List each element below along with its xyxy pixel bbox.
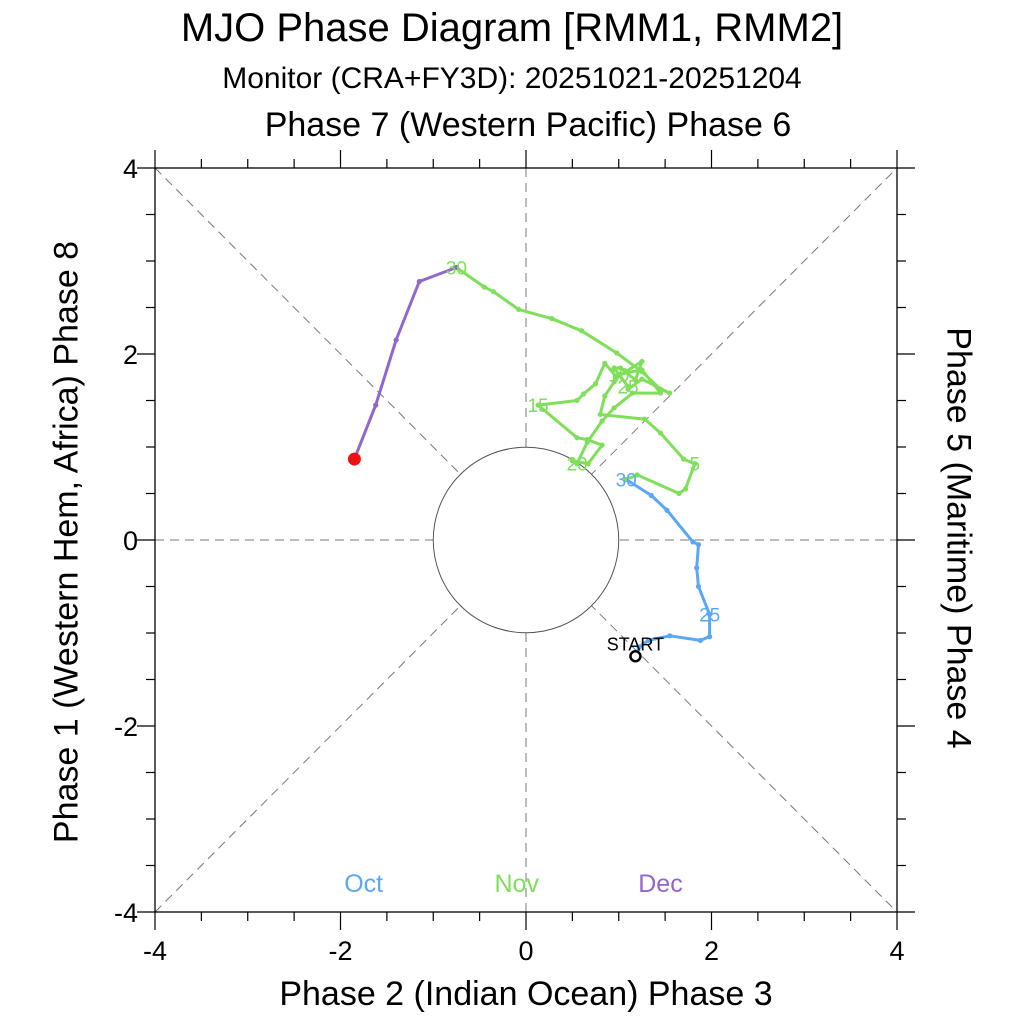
series-point-oct: [695, 583, 702, 590]
series-point-dec: [453, 264, 460, 271]
series-point-nov: [579, 328, 585, 334]
series-point-nov: [623, 476, 629, 483]
series-point-nov: [549, 316, 555, 322]
series-point-dec: [416, 278, 422, 285]
series-point-nov: [667, 390, 673, 396]
series-point-nov: [634, 472, 640, 478]
series-point-nov: [599, 442, 605, 448]
series-point-nov: [639, 376, 645, 382]
series-point-nov: [611, 379, 617, 385]
legend-oct: Oct: [344, 870, 383, 898]
y-tick-label: 2: [123, 340, 138, 370]
series-point-nov: [592, 381, 599, 387]
series-point-oct: [636, 644, 642, 650]
x-tick-label: 4: [889, 936, 904, 966]
series-point-nov: [602, 393, 608, 399]
series-point-nov: [618, 365, 624, 371]
series-point-nov: [657, 386, 664, 392]
series-point-oct: [707, 634, 713, 640]
series-point-oct: [664, 507, 670, 513]
series-point-nov: [657, 390, 664, 396]
series-point-oct: [707, 611, 713, 618]
series-point-nov: [625, 386, 631, 392]
x-axis-label: Phase 2 (Indian Ocean) Phase 3: [279, 975, 773, 1013]
series-point-nov: [632, 377, 639, 383]
series-point-dec: [393, 337, 399, 343]
series-point-nov: [657, 430, 664, 436]
series-point-nov: [676, 490, 682, 497]
top-phase-label: Phase 7 (Western Pacific) Phase 6: [264, 106, 792, 144]
axis-ticks: -4 -2 0 2 4 -4 -2 0 2 4: [114, 150, 915, 966]
series-point-nov: [614, 374, 620, 380]
y-tick-label: -2: [114, 712, 138, 742]
series-point-oct: [694, 565, 700, 571]
day-label: 10: [608, 365, 629, 386]
series-point-nov: [599, 418, 605, 424]
series-point-nov: [642, 416, 648, 422]
series-line-oct: [624, 478, 712, 658]
series-point-oct: [697, 637, 703, 644]
series-point-nov: [535, 402, 541, 408]
series-point-nov: [569, 458, 575, 464]
series-line-dec: [352, 266, 458, 461]
day-label: 25: [617, 378, 638, 399]
end-marker: [347, 452, 361, 466]
x-tick-label: -2: [328, 936, 352, 966]
series-point-nov: [614, 350, 620, 356]
series-point-nov: [611, 405, 617, 411]
series-point-nov: [515, 306, 522, 312]
series-point-nov: [611, 365, 617, 371]
day-label: 30: [616, 471, 637, 492]
y-tick-label: 0: [123, 526, 138, 556]
series-point-oct: [648, 492, 654, 498]
series-point-nov: [630, 390, 636, 396]
series-point-oct: [645, 637, 652, 644]
start-marker: [629, 650, 642, 663]
month-legend: Oct Nov Dec: [344, 870, 682, 898]
point-labels: 25 30 5 10 15 20 25 30 START: [446, 259, 720, 655]
x-tick-label: 2: [704, 936, 719, 966]
series-point-nov: [597, 411, 603, 418]
start-label: START: [607, 634, 664, 654]
series-point-nov: [574, 435, 580, 441]
series-point-oct: [695, 542, 702, 548]
series-point-nov: [585, 461, 591, 467]
series-point-nov: [681, 456, 687, 462]
series-point-nov: [574, 461, 580, 467]
day-label: 20: [566, 455, 587, 476]
trajectory: [347, 264, 713, 663]
series-point-nov: [602, 360, 608, 366]
series-point-dec: [373, 402, 379, 408]
series-point-oct: [690, 539, 696, 545]
y-tick-label: -4: [114, 898, 138, 928]
series-point-nov: [580, 391, 587, 397]
chart-title: MJO Phase Diagram [RMM1, RMM2]: [180, 6, 844, 50]
day-label: 25: [699, 605, 720, 626]
series-point-nov: [574, 397, 580, 404]
x-tick-label: 0: [518, 936, 533, 966]
series-point-oct: [667, 633, 673, 639]
day-label: 15: [527, 396, 548, 417]
legend-dec: Dec: [638, 870, 682, 898]
chart-subtitle: Monitor (CRA+FY3D): 20251021-20251204: [222, 62, 802, 95]
series-point-nov: [639, 369, 645, 375]
series-point-nov: [490, 289, 497, 295]
unit-circle: [432, 446, 620, 634]
day-label: 5: [690, 455, 701, 476]
series-point-nov: [584, 436, 590, 443]
legend-nov: Nov: [494, 870, 539, 898]
series-point-nov: [481, 284, 487, 290]
y-tick-label: 4: [123, 154, 138, 184]
day-label: 30: [446, 259, 467, 280]
series-point-nov: [639, 358, 645, 365]
x-tick-label: -4: [143, 936, 167, 966]
series-point-nov: [682, 486, 689, 492]
series-point-nov: [692, 461, 698, 467]
